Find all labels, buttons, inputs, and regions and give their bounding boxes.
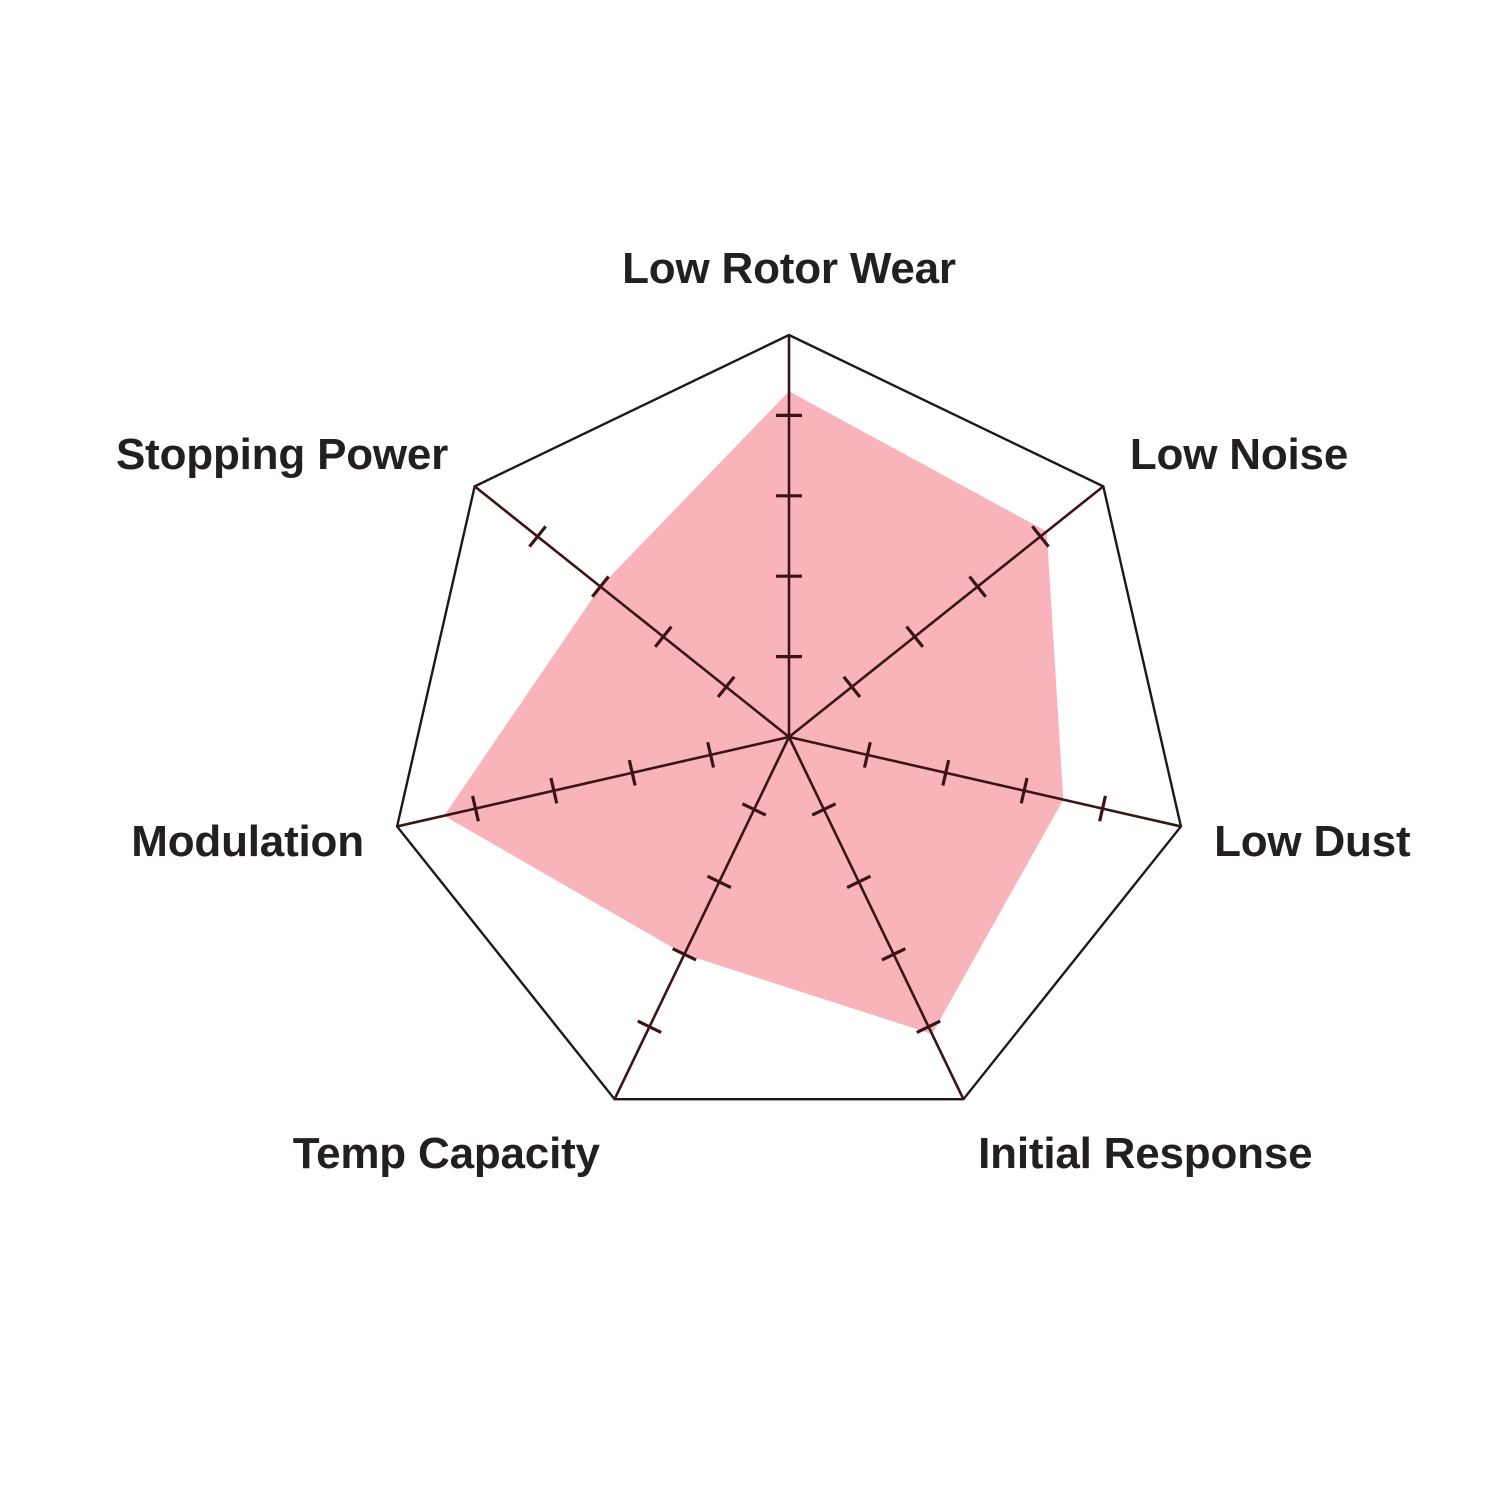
tick-stopping-power-1 bbox=[716, 675, 736, 699]
axis-labels-group: Low Rotor Wear Low Noise Low Dust Initial R… bbox=[116, 244, 1411, 1178]
axis-spoke-stopping-power bbox=[473, 485, 790, 739]
axis-spoke-modulation bbox=[396, 735, 790, 828]
tick-initial-response-4 bbox=[916, 1019, 941, 1034]
tick-initial-response-3 bbox=[881, 947, 907, 962]
axis-label-initial-response: Initial Response bbox=[978, 1129, 1312, 1178]
tick-modulation-2 bbox=[627, 759, 637, 786]
tick-low-noise-1 bbox=[842, 675, 862, 699]
axis-label-temp-capacity: Temp Capacity bbox=[293, 1129, 601, 1178]
tick-low-noise-2 bbox=[905, 625, 925, 648]
tick-low-dust-3 bbox=[1019, 777, 1029, 804]
tick-temp-capacity-4 bbox=[637, 1019, 662, 1034]
axis-label-low-rotor-wear: Low Rotor Wear bbox=[622, 244, 956, 293]
tick-stopping-power-4 bbox=[528, 525, 547, 548]
axis-spokes-group bbox=[396, 335, 1182, 1100]
tick-initial-response-1 bbox=[811, 802, 837, 817]
axis-ticks-group bbox=[471, 413, 1107, 1034]
axis-label-stopping-power: Stopping Power bbox=[116, 430, 448, 479]
tick-low-noise-3 bbox=[968, 575, 987, 598]
axis-spoke-low-dust bbox=[788, 735, 1182, 828]
outer-heptagon-outline bbox=[395, 333, 1183, 1101]
axis-label-low-dust: Low Dust bbox=[1214, 817, 1411, 866]
tick-temp-capacity-1 bbox=[741, 802, 767, 817]
tick-modulation-1 bbox=[706, 741, 716, 768]
axis-spoke-initial-response bbox=[787, 736, 965, 1100]
tick-temp-capacity-3 bbox=[671, 947, 697, 962]
axis-label-modulation: Modulation bbox=[131, 817, 364, 866]
tick-modulation-4 bbox=[471, 795, 480, 822]
data-series-area[interactable] bbox=[444, 391, 1064, 1034]
tick-low-dust-2 bbox=[941, 759, 951, 786]
axis-spoke-temp-capacity bbox=[613, 736, 791, 1100]
tick-stopping-power-2 bbox=[653, 625, 673, 648]
tick-temp-capacity-2 bbox=[706, 874, 732, 889]
tick-modulation-3 bbox=[549, 777, 559, 804]
axis-label-low-noise: Low Noise bbox=[1130, 430, 1348, 479]
axis-spoke-low-noise bbox=[788, 485, 1105, 739]
tick-stopping-power-3 bbox=[591, 575, 610, 598]
tick-low-dust-1 bbox=[862, 741, 872, 768]
tick-low-dust-4 bbox=[1098, 795, 1107, 822]
tick-initial-response-2 bbox=[846, 874, 872, 889]
tick-low-noise-4 bbox=[1031, 525, 1050, 548]
